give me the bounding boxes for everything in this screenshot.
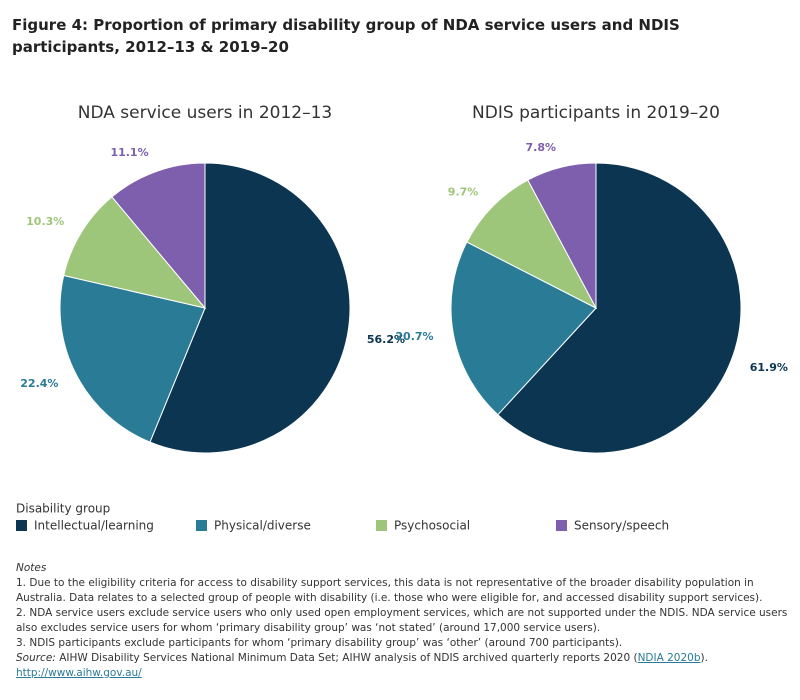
value-label: 7.8% [525,141,556,154]
value-label: 22.4% [20,377,58,390]
source-label: Source: [16,652,56,664]
source-link[interactable]: NDIA 2020b [637,652,701,664]
value-label: 11.1% [110,146,148,159]
notes-heading: Notes [16,562,47,574]
legend-label: Physical/diverse [214,519,311,533]
pie-slice [497,162,742,454]
legend-swatch [196,520,207,531]
legend-swatch [16,520,27,531]
notes: Notes 1. Due to the eligibility criteria… [16,561,788,681]
legend-label: Intellectual/learning [34,519,154,533]
pie-slice [450,241,597,416]
value-label: 61.9% [750,361,788,374]
pie-slice [527,162,597,309]
chart: Disability group NDA service users in 20… [16,103,788,533]
value-label: 9.7% [448,185,479,198]
note: 3. NDIS participants exclude participant… [16,637,623,649]
pie-slice [59,274,206,443]
pie-title: NDIS participants in 2019–20 [472,103,720,123]
source: Source: AIHW Disability Services Nationa… [16,651,788,666]
note: 2. NDA service users exclude service use… [16,607,788,634]
value-label: 20.7% [395,330,433,343]
legend-label: Sensory/speech [574,519,669,533]
pie-slice [63,196,207,309]
url-link[interactable]: http://www.aihw.gov.au/ [16,667,142,679]
figure-title: Figure 4: Proportion of primary disabili… [12,16,680,56]
legend-title: Disability group [16,502,110,516]
legend-label: Psychosocial [394,519,470,533]
value-label: 56.2% [367,333,405,346]
note: 1. Due to the eligibility criteria for a… [16,577,763,604]
legend-swatch [556,520,567,531]
pie-slice [149,162,351,454]
source-end: ). [700,652,708,664]
source-text: AIHW Disability Services National Minimu… [59,652,638,664]
value-label: 10.3% [26,215,64,228]
pie-slice [466,179,598,310]
pie-slice [111,162,206,310]
legend-swatch [376,520,387,531]
pie-title: NDA service users in 2012–13 [78,103,332,123]
